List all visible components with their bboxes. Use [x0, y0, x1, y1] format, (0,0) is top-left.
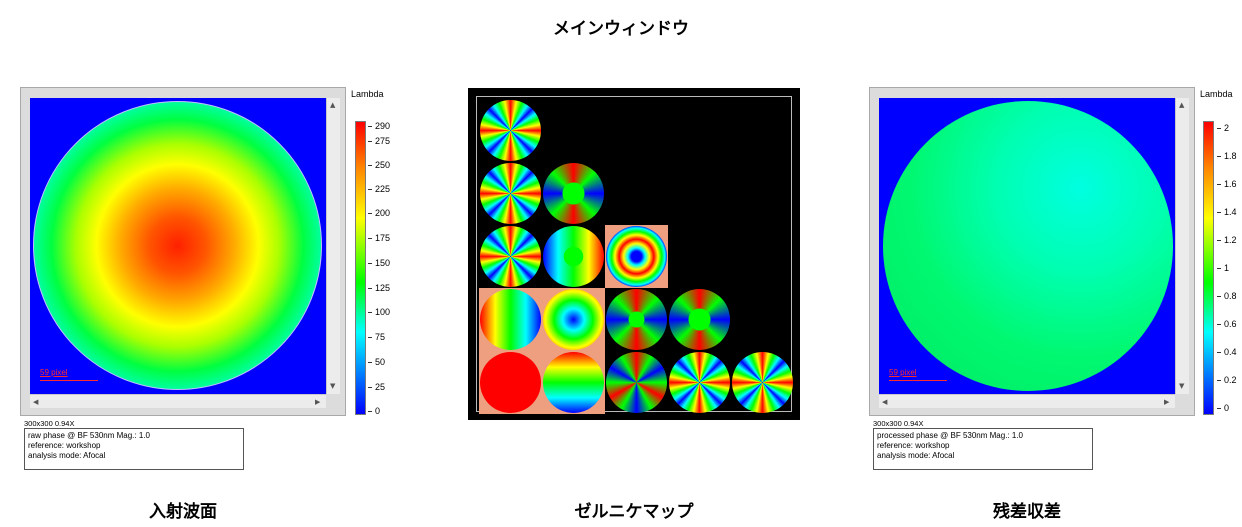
left-tick: 250	[367, 160, 391, 170]
left-horizontal-scrollbar[interactable]: ◀ ▶	[30, 394, 326, 408]
zernike-cell-highlighted[interactable]	[542, 351, 605, 414]
scroll-left-icon[interactable]: ◀	[882, 398, 888, 406]
right-info-line: analysis mode: Afocal	[877, 451, 955, 460]
right-scale-label: 59 pixel	[889, 368, 917, 377]
zernike-term-disk	[606, 289, 667, 350]
left-info-line: raw phase @ BF 530nm Mag.: 1.0	[28, 431, 150, 440]
zernike-term-disk	[480, 163, 541, 224]
left-scale-label: 59 pixel	[40, 368, 68, 377]
right-scale-bar	[889, 380, 947, 381]
scroll-up-icon[interactable]: ▲	[330, 101, 336, 109]
zernike-cell-highlighted[interactable]	[605, 225, 668, 288]
zernike-term-disk	[543, 163, 604, 224]
zernike-cell[interactable]	[542, 162, 605, 225]
zernike-term-disk	[543, 289, 604, 350]
right-tick: 0.2	[1217, 375, 1237, 385]
right-tick: 1.6	[1217, 179, 1237, 189]
right-tick: 0.6	[1217, 319, 1237, 329]
zernike-cell-highlighted[interactable]	[479, 351, 542, 414]
zernike-map-frame[interactable]	[468, 88, 800, 420]
zernike-cell-highlighted[interactable]	[542, 288, 605, 351]
left-scale-bar	[40, 380, 98, 381]
zernike-cell[interactable]	[668, 288, 731, 351]
zernike-term-disk	[480, 100, 541, 161]
scroll-up-icon[interactable]: ▲	[1179, 101, 1185, 109]
zernike-term-disk	[543, 226, 604, 287]
zernike-cell-highlighted[interactable]	[479, 288, 542, 351]
right-tick: 0	[1216, 403, 1230, 413]
zernike-term-disk	[543, 352, 604, 413]
zernike-term-disk	[480, 226, 541, 287]
left-viewer-frame: 59 pixel ▲ ▼ ◀ ▶	[20, 87, 346, 416]
zernike-term-disk	[606, 352, 667, 413]
right-vertical-scrollbar[interactable]: ▲ ▼	[1175, 98, 1189, 394]
left-tick: 290	[367, 121, 391, 131]
left-tick: 200	[367, 208, 391, 218]
left-tick: 175	[367, 233, 391, 243]
right-tick: 0.4	[1217, 347, 1237, 357]
right-phase-plot[interactable]: 59 pixel	[879, 98, 1175, 394]
right-caption: 残差収差	[993, 502, 1061, 522]
zernike-term-disk	[669, 289, 730, 350]
right-resolution-label: 300x300 0.94X	[873, 419, 924, 428]
right-colorbar-title: Lambda	[1200, 89, 1233, 99]
right-tick: 1	[1216, 263, 1230, 273]
left-wavefront-disk	[33, 101, 322, 390]
zernike-term-disk	[480, 352, 541, 413]
left-tick: 75	[367, 332, 386, 342]
zernike-term-disk	[732, 352, 793, 413]
right-tick: 1.2	[1217, 235, 1237, 245]
left-vertical-scrollbar[interactable]: ▲ ▼	[326, 98, 340, 394]
right-info-line: reference: workshop	[877, 441, 950, 450]
zernike-cell[interactable]	[479, 225, 542, 288]
left-tick: 225	[367, 184, 391, 194]
left-caption: 入射波面	[149, 502, 217, 522]
zernike-cell[interactable]	[605, 288, 668, 351]
left-colorbar-title: Lambda	[351, 89, 384, 99]
zernike-term-disk	[606, 226, 667, 287]
zernike-cell[interactable]	[542, 225, 605, 288]
left-info-line: analysis mode: Afocal	[28, 451, 106, 460]
right-info-line: processed phase @ BF 530nm Mag.: 1.0	[877, 431, 1023, 440]
main-window-title: メインウィンドウ	[553, 19, 689, 39]
right-info-box: processed phase @ BF 530nm Mag.: 1.0 ref…	[873, 428, 1093, 470]
right-colorbar	[1203, 121, 1214, 415]
left-tick: 0	[367, 406, 381, 416]
right-tick: 2	[1216, 123, 1230, 133]
left-tick: 275	[367, 136, 391, 146]
left-tick: 100	[367, 307, 391, 317]
left-phase-plot[interactable]: 59 pixel	[30, 98, 326, 394]
scroll-right-icon[interactable]: ▶	[315, 398, 321, 406]
right-viewer-frame: 59 pixel ▲ ▼ ◀ ▶	[869, 87, 1195, 416]
zernike-cell[interactable]	[479, 162, 542, 225]
zernike-cell[interactable]	[479, 99, 542, 162]
zernike-cell[interactable]	[605, 351, 668, 414]
zernike-cell[interactable]	[668, 351, 731, 414]
zernike-term-disk	[480, 289, 541, 350]
scroll-down-icon[interactable]: ▼	[1179, 382, 1185, 390]
left-tick: 125	[367, 283, 391, 293]
right-horizontal-scrollbar[interactable]: ◀ ▶	[879, 394, 1175, 408]
left-colorbar	[355, 121, 366, 415]
scroll-left-icon[interactable]: ◀	[33, 398, 39, 406]
right-tick: 1.8	[1217, 151, 1237, 161]
left-tick: 50	[367, 357, 386, 367]
scroll-right-icon[interactable]: ▶	[1164, 398, 1170, 406]
left-tick: 150	[367, 258, 391, 268]
zernike-term-disk	[669, 352, 730, 413]
zernike-map-area	[476, 96, 794, 414]
right-tick: 1.4	[1217, 207, 1237, 217]
middle-caption: ゼルニケマップ	[574, 502, 694, 522]
left-info-box: raw phase @ BF 530nm Mag.: 1.0 reference…	[24, 428, 244, 470]
left-tick: 25	[367, 382, 386, 392]
scroll-down-icon[interactable]: ▼	[330, 382, 336, 390]
zernike-cell[interactable]	[731, 351, 794, 414]
left-info-line: reference: workshop	[28, 441, 101, 450]
right-tick: 0.8	[1217, 291, 1237, 301]
right-residual-disk	[883, 101, 1173, 391]
left-resolution-label: 300x300 0.94X	[24, 419, 75, 428]
